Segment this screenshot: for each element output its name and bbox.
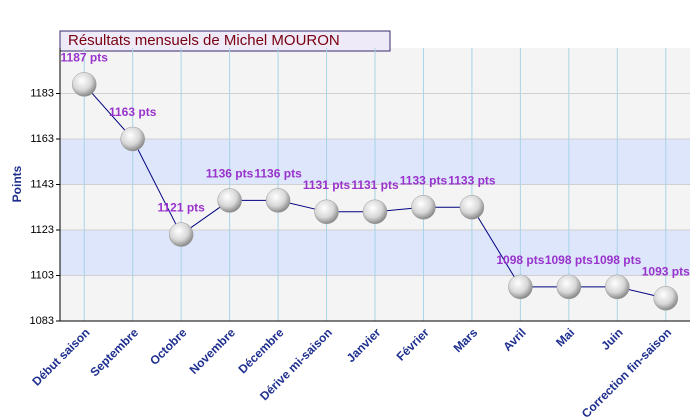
value-label: 1136 pts bbox=[254, 167, 302, 181]
x-tick-label: Septembre bbox=[87, 325, 141, 379]
x-tick-label: Février bbox=[394, 325, 432, 363]
y-tick-label: 1183 bbox=[30, 87, 54, 99]
y-tick-label: 1143 bbox=[30, 178, 54, 190]
marker bbox=[314, 199, 339, 225]
x-tick-label: Novembre bbox=[187, 325, 239, 377]
marker bbox=[168, 222, 194, 247]
marker bbox=[71, 72, 97, 97]
x-tick-label: Juin bbox=[598, 325, 625, 352]
value-label: 1098 pts bbox=[593, 253, 641, 267]
x-tick-label: Octobre bbox=[147, 325, 190, 368]
value-label: 1098 pts bbox=[496, 253, 544, 267]
value-label: 1133 pts bbox=[400, 173, 448, 187]
marker bbox=[362, 199, 388, 225]
value-label: 1131 pts bbox=[351, 178, 399, 192]
x-tick-label: Début saison bbox=[29, 325, 92, 388]
marker bbox=[556, 274, 582, 300]
marker bbox=[411, 195, 436, 220]
value-label: 1136 pts bbox=[206, 167, 254, 181]
marker bbox=[508, 274, 533, 300]
y-tick-label: 1163 bbox=[30, 133, 54, 145]
marker bbox=[605, 274, 630, 300]
x-tick-label: Mars bbox=[451, 325, 481, 355]
value-label: 1093 pts bbox=[642, 264, 690, 278]
marker bbox=[459, 195, 485, 220]
y-tick-label: 1083 bbox=[30, 315, 54, 327]
title-box bbox=[59, 30, 391, 52]
x-tick-label: Janvier bbox=[344, 325, 384, 365]
value-label: 1121 pts bbox=[157, 201, 205, 215]
marker bbox=[217, 188, 242, 213]
value-label: 1133 pts bbox=[448, 173, 496, 187]
x-tick-label: Décembre bbox=[236, 325, 287, 376]
marker bbox=[265, 188, 291, 213]
y-tick-label: 1123 bbox=[30, 224, 54, 236]
value-label: 1131 pts bbox=[303, 178, 351, 192]
x-tick-label: Avril bbox=[500, 325, 528, 353]
chart-title: Résultats mensuels de Michel MOURON bbox=[68, 32, 340, 49]
x-tick-label: Mai bbox=[553, 325, 577, 349]
value-label: 1098 pts bbox=[545, 253, 593, 267]
value-label: 1163 pts bbox=[109, 105, 157, 119]
marker bbox=[120, 126, 145, 152]
value-label: 1187 pts bbox=[61, 51, 109, 65]
y-axis-label: Points bbox=[10, 165, 24, 202]
x-tick-label: Correction fin-saison bbox=[579, 325, 674, 420]
marker bbox=[653, 286, 679, 311]
y-tick-label: 1103 bbox=[30, 269, 54, 281]
